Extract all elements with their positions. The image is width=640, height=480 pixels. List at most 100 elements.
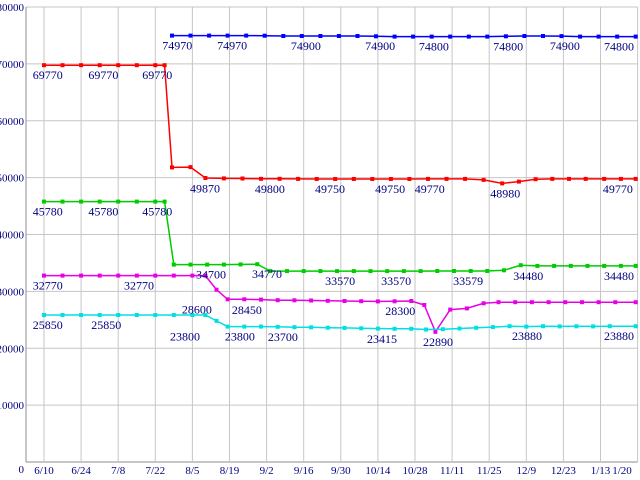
y-tick-label: 0: [19, 464, 25, 476]
series-cyan-marker: [60, 313, 65, 317]
x-tick-label: 10/14: [365, 465, 391, 477]
series-red-value-label: 49870: [190, 181, 220, 195]
x-tick-label: 12/9: [517, 465, 537, 477]
series-cyan-marker: [392, 326, 397, 331]
series-red-marker: [426, 176, 430, 181]
series-green-marker: [188, 262, 193, 267]
series-blue-marker: [559, 34, 564, 39]
series-red-marker: [516, 179, 521, 184]
series-green-value-label: 45780: [33, 205, 63, 219]
series-blue-value-label: 74900: [550, 39, 580, 53]
series-cyan-marker: [574, 324, 579, 329]
series-red-value-label: 69770: [88, 68, 118, 82]
series-blue-marker: [188, 33, 193, 38]
y-tick-label: 60000: [0, 116, 25, 128]
series-blue-marker: [466, 34, 471, 39]
series-red-value-label: 49770: [415, 182, 445, 196]
series-red-marker: [370, 177, 375, 181]
x-tick-label: 1/20: [612, 465, 632, 477]
series-cyan-marker: [116, 313, 121, 317]
series-cyan-marker: [440, 327, 445, 332]
series-green-value-label: 34480: [513, 269, 543, 283]
x-tick-label: 7/8: [111, 465, 126, 477]
x-tick-label: 10/28: [402, 465, 428, 477]
series-magenta-marker: [409, 299, 414, 303]
series-magenta-marker: [153, 273, 158, 278]
series-cyan-value-label: 23415: [367, 332, 397, 346]
series-red-marker: [333, 177, 338, 181]
series-green-marker: [238, 262, 243, 267]
series-cyan-line: [44, 314, 636, 331]
series-green-marker: [618, 263, 623, 268]
series-magenta-marker: [422, 303, 427, 307]
series-red-marker: [170, 165, 174, 170]
series-cyan-marker: [79, 313, 84, 317]
series-cyan-marker: [203, 313, 208, 317]
series-blue-marker: [392, 34, 397, 39]
series-red-value-label: 49750: [315, 182, 345, 196]
series-green-marker: [568, 263, 573, 268]
series-magenta-marker: [190, 273, 195, 278]
series-magenta-marker: [325, 298, 330, 303]
series-blue-marker: [485, 34, 490, 39]
series-magenta-marker: [529, 300, 534, 305]
series-magenta-marker: [203, 273, 208, 278]
series-green-marker: [452, 269, 456, 273]
series-green-marker: [162, 199, 167, 204]
series-red-marker: [134, 63, 139, 68]
series-red-marker: [550, 176, 555, 181]
series-red-marker: [618, 176, 623, 181]
series-magenta-marker: [134, 273, 139, 278]
series-red-value-label: 48980: [490, 186, 520, 200]
y-tick-label: 50000: [0, 173, 25, 185]
series-green-marker: [351, 269, 356, 274]
series-blue-marker: [336, 34, 341, 38]
series-red-marker: [97, 63, 102, 68]
series-magenta-marker: [214, 287, 219, 292]
series-red-marker: [259, 176, 263, 181]
series-blue-marker: [244, 33, 249, 38]
series-cyan-marker: [153, 313, 158, 317]
x-tick-label: 9/16: [294, 465, 314, 477]
series-green-marker: [97, 199, 102, 204]
series-red-marker: [188, 165, 193, 170]
series-magenta-marker: [392, 299, 397, 304]
y-tick-label: 20000: [0, 343, 25, 355]
series-blue-marker: [207, 33, 212, 38]
series-cyan-marker: [424, 327, 429, 332]
series-green-value-label: 34770: [252, 267, 282, 281]
series-blue-value-label: 74800: [493, 40, 523, 54]
series-cyan-marker: [591, 324, 596, 329]
series-magenta-value-label: 32770: [124, 279, 154, 293]
series-green-marker: [134, 199, 139, 204]
x-tick-label: 6/10: [34, 465, 54, 477]
series-blue-value-label: 74800: [604, 40, 634, 54]
series-red-marker: [162, 63, 167, 68]
series-cyan-value-label: 25850: [91, 318, 121, 332]
series-blue-marker: [633, 34, 638, 39]
series-cyan-marker: [633, 324, 638, 329]
x-tick-label: 11/11: [440, 465, 464, 477]
x-tick-label: 12/23: [551, 465, 577, 477]
series-green-marker: [285, 269, 289, 274]
series-green-value-label: 45780: [142, 205, 172, 219]
y-tick-label: 80000: [0, 2, 25, 14]
series-magenta-marker: [613, 300, 618, 305]
series-red-value-label: 69770: [33, 68, 63, 82]
series-blue-marker: [503, 34, 508, 39]
x-tick-label: 1/13: [591, 465, 611, 477]
series-magenta-marker: [481, 301, 486, 306]
series-green-marker: [116, 199, 121, 204]
series-green-marker: [385, 269, 390, 274]
series-cyan-marker: [190, 313, 195, 317]
series-blue-marker: [262, 33, 267, 38]
x-tick-label: 9/30: [331, 465, 351, 477]
series-green-marker: [171, 262, 176, 267]
series-green-marker: [205, 262, 210, 267]
series-green-marker: [602, 263, 607, 268]
series-blue-value-label: 74970: [162, 39, 192, 53]
series-magenta-marker: [513, 300, 518, 305]
series-red-marker: [116, 63, 121, 68]
series-cyan-value-label: 23800: [225, 330, 255, 344]
